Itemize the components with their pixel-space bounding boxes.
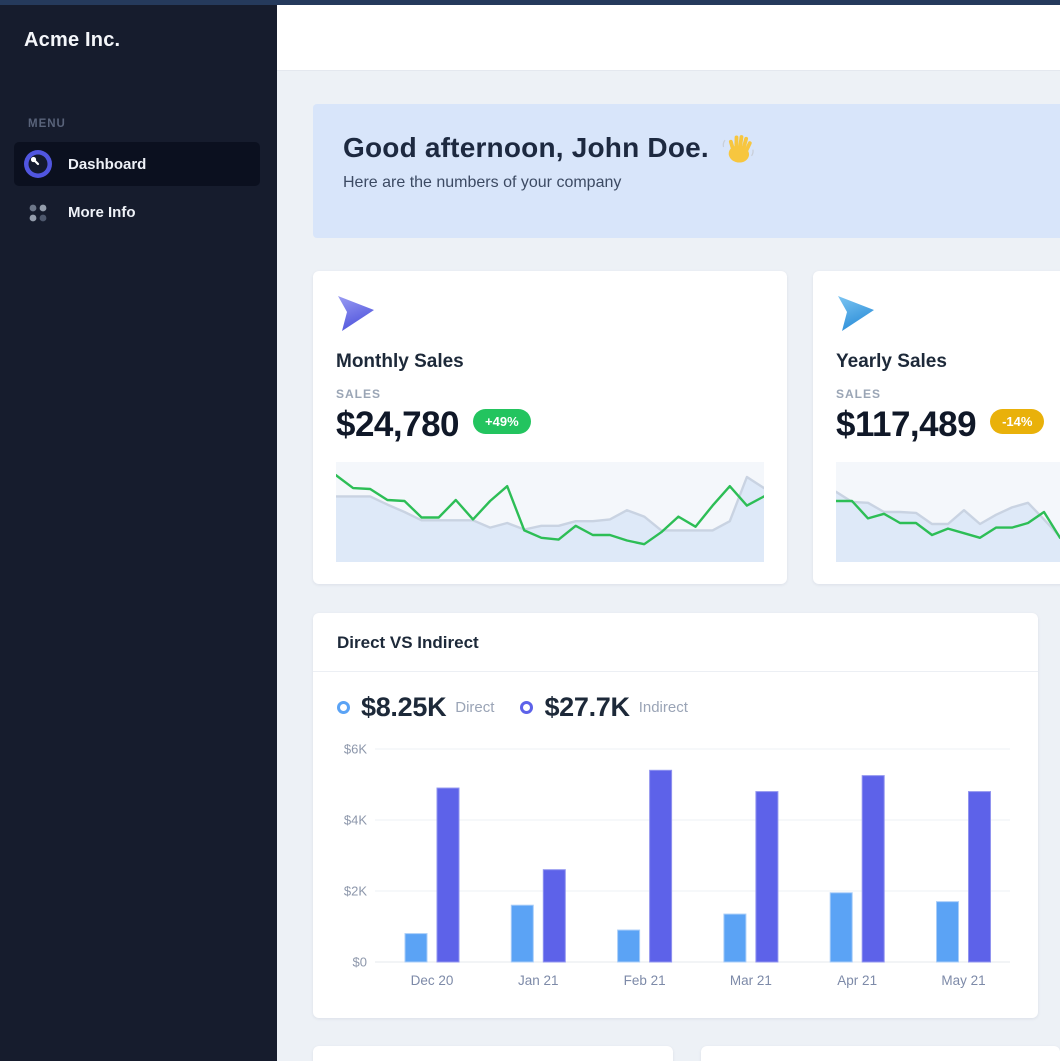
svg-text:Apr 21: Apr 21 [837,973,877,988]
top-accent-bar [0,0,1060,5]
stat-value: $24,780 [336,405,460,444]
svg-text:$4K: $4K [344,813,367,828]
direct-legend-marker [337,701,350,714]
greeting-title: Good afternoon, John Doe. [343,132,709,163]
svg-text:$0: $0 [353,955,367,970]
grid-dots-icon [29,204,47,222]
greeting-banner: Good afternoon, John Doe. Here are the n… [313,104,1060,238]
stat-label: SALES [336,387,382,401]
svg-text:Feb 21: Feb 21 [624,973,666,988]
bottom-right-card [700,1046,1060,1061]
trend-badge: -14% [990,409,1045,434]
svg-text:Jan 21: Jan 21 [518,973,559,988]
yearly-sparkline [836,462,1060,562]
main-header [277,5,1060,71]
gauge-icon [24,150,52,178]
monthly-sales-card: Monthly Sales SALES $24,780 +49% [313,271,787,584]
stat-label: SALES [836,387,882,401]
main-area: Good afternoon, John Doe. Here are the n… [277,5,1060,1061]
sidebar-item-label: Dashboard [68,155,147,173]
content: Good afternoon, John Doe. Here are the n… [277,71,1060,1061]
sidebar: Acme Inc. MENU Dashboard More Info [0,5,277,1061]
direct-vs-indirect-card: Direct VS Indirect $8.25K Direct $27.7K … [313,613,1038,1018]
comparison-title: Direct VS Indirect [337,633,479,652]
indirect-total: $27.7K [544,692,630,722]
svg-text:Mar 21: Mar 21 [730,973,772,988]
stat-title: Yearly Sales [836,351,947,372]
svg-text:$6K: $6K [344,742,367,757]
indirect-label: Indirect [638,699,688,716]
indirect-legend-marker [520,701,534,714]
sidebar-item-label: More Info [68,203,136,221]
grouped-bar-chart: $0 $2K $4K $6K Dec 20 Jan 21 Feb 21 Mar 21 Apr 2… [344,742,1010,988]
stat-value: $117,489 [836,405,977,444]
direct-total: $8.25K [361,692,447,722]
stat-title: Monthly Sales [336,351,464,372]
direct-label: Direct [455,699,495,716]
svg-text:May 21: May 21 [941,973,985,988]
sidebar-item-more-info[interactable]: More Info [14,190,260,234]
menu-section-label: MENU [28,118,66,130]
bottom-left-card [313,1046,673,1061]
brand-name: Acme Inc. [24,29,121,51]
sidebar-item-dashboard[interactable]: Dashboard [14,142,260,186]
chart-legend: $8.25K Direct $27.7K Indirect [337,692,1014,723]
svg-text:$2K: $2K [344,884,367,899]
monthly-sparkline [336,462,764,562]
svg-text:Dec 20: Dec 20 [411,973,454,988]
paper-plane-icon [838,296,874,331]
greeting-subtitle: Here are the numbers of your company [343,174,622,191]
paper-plane-icon [338,296,374,331]
trend-badge: +49% [473,409,531,434]
waving-hand-icon [722,135,754,163]
yearly-sales-card: Yearly Sales SALES $117,489 -14% [813,271,1060,584]
